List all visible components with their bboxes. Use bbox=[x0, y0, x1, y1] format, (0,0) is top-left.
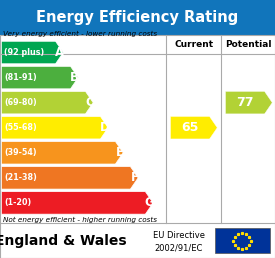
Text: (55-68): (55-68) bbox=[4, 123, 37, 132]
Bar bbox=[214, 228, 270, 253]
Polygon shape bbox=[1, 192, 153, 214]
Bar bbox=[0, 35, 275, 258]
Text: G: G bbox=[145, 196, 155, 209]
Polygon shape bbox=[1, 167, 138, 189]
Text: Energy Efficiency Rating: Energy Efficiency Rating bbox=[36, 10, 239, 25]
Text: 65: 65 bbox=[181, 121, 199, 134]
Text: (92 plus): (92 plus) bbox=[4, 48, 44, 57]
Bar bbox=[0, 0, 275, 35]
Text: (39-54): (39-54) bbox=[4, 148, 37, 157]
Text: (21-38): (21-38) bbox=[4, 173, 37, 182]
Text: D: D bbox=[100, 121, 109, 134]
Text: Not energy efficient - higher running costs: Not energy efficient - higher running co… bbox=[3, 217, 157, 223]
Polygon shape bbox=[1, 91, 93, 114]
Text: A: A bbox=[55, 46, 64, 59]
Text: Current: Current bbox=[174, 40, 213, 49]
Polygon shape bbox=[170, 116, 217, 139]
Text: EU Directive: EU Directive bbox=[153, 231, 205, 240]
Text: E: E bbox=[116, 146, 124, 159]
Text: F: F bbox=[131, 171, 139, 184]
Text: England & Wales: England & Wales bbox=[0, 233, 126, 248]
Text: 2002/91/EC: 2002/91/EC bbox=[155, 244, 203, 253]
Polygon shape bbox=[1, 116, 108, 139]
Polygon shape bbox=[1, 66, 78, 89]
Polygon shape bbox=[1, 142, 123, 164]
Polygon shape bbox=[1, 41, 63, 64]
Text: B: B bbox=[70, 71, 79, 84]
Text: (1-20): (1-20) bbox=[4, 198, 31, 207]
Text: (81-91): (81-91) bbox=[4, 73, 37, 82]
Text: (69-80): (69-80) bbox=[4, 98, 37, 107]
Polygon shape bbox=[226, 91, 272, 114]
Text: Potential: Potential bbox=[225, 40, 271, 49]
Text: 77: 77 bbox=[236, 96, 254, 109]
Text: Very energy efficient - lower running costs: Very energy efficient - lower running co… bbox=[3, 31, 157, 37]
Text: C: C bbox=[85, 96, 94, 109]
